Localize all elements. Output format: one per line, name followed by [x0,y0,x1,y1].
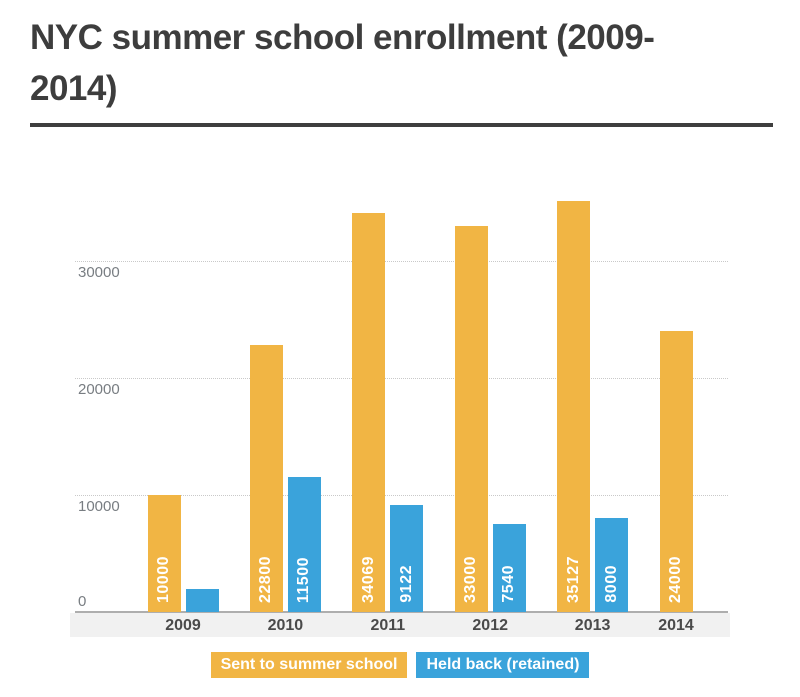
bar-value-label: 34069 [359,555,377,603]
bar-held-back-retained-2010: 11500 [287,477,321,612]
bar-value-label: 24000 [667,555,684,603]
legend-item-held-back-retained: Held back (retained) [416,652,590,678]
gridline-30000 [75,261,728,262]
gridline-20000 [75,378,728,379]
y-axis-label-0: 0 [78,593,87,610]
bar-value-label: 11500 [295,556,313,603]
chart-header: NYC summer school enrollment (2009- 2014… [30,12,773,127]
chart-title-line-1: NYC summer school enrollment (2009- [30,18,655,57]
bar-sent-to-summer-school-2013: 35127 [557,201,591,612]
bar-sent-to-summer-school-2014: 24000 [659,331,693,612]
bar-value-label: 8000 [602,565,620,603]
bar-held-back-retained-2013: 8000 [595,518,629,612]
bar-value-label: 9122 [397,565,415,603]
chart-legend: Sent to summer school Held back (retained… [0,652,800,678]
bar-value-label: 35127 [564,555,582,603]
x-axis-label-2011: 2011 [370,617,406,634]
bar-value-label: 22800 [257,555,275,603]
bar-sent-to-summer-school-2009: 10000 [147,495,181,612]
x-axis-line [75,611,728,613]
x-axis-label-2009: 2009 [165,617,201,634]
bar-value-label: 33000 [462,555,480,603]
gridline-10000 [75,495,728,496]
bar-held-back-retained-2012: 7540 [492,523,526,612]
bar-value-label: 10000 [155,556,172,603]
y-axis-label-30000: 30000 [78,264,120,281]
bar-held-back-retained-2009 [185,588,219,612]
y-axis-label-20000: 20000 [78,381,120,398]
bar-sent-to-summer-school-2011: 34069 [352,213,386,612]
bar-held-back-retained-2011: 9122 [390,505,424,612]
bar-sent-to-summer-school-2012: 33000 [454,225,488,612]
bar-value-label: 7540 [500,565,518,603]
chart-title-line-2: 2014) [30,69,118,108]
bar-sent-to-summer-school-2010: 22800 [249,345,283,612]
x-axis-label-2010: 2010 [267,617,304,634]
x-axis-label-2012: 2012 [472,617,508,634]
x-axis-strip [70,613,730,637]
x-axis-label-2013: 2013 [574,617,611,634]
legend-item-sent-to-summer-school: Sent to summer school [210,652,408,678]
x-axis-label-2014: 2014 [658,617,694,634]
y-axis-label-10000: 10000 [78,498,120,515]
